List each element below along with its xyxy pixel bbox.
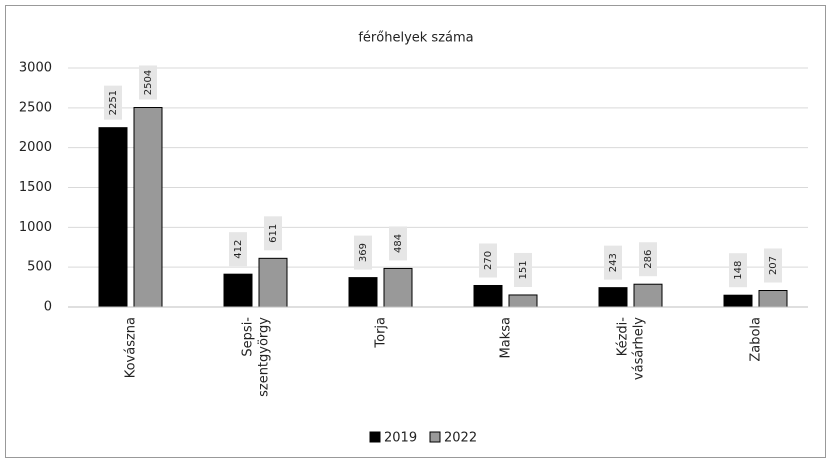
legend-swatch <box>369 431 381 443</box>
value-label: 2504 <box>143 70 154 95</box>
y-tick-label: 0 <box>44 300 52 315</box>
value-label: 369 <box>358 243 369 262</box>
value-label: 412 <box>233 240 244 259</box>
x-tick-label: Sepsi-szentgyörgy <box>240 317 271 397</box>
y-tick-label: 1000 <box>19 220 52 235</box>
legend-label: 2022 <box>444 431 477 446</box>
value-label: 2251 <box>108 90 119 115</box>
value-label-box <box>139 65 157 100</box>
bar <box>223 273 253 308</box>
y-tick-label: 2500 <box>19 100 52 115</box>
value-label-box <box>514 252 532 287</box>
bar <box>723 294 753 308</box>
bar <box>383 267 413 308</box>
value-label-box <box>354 235 372 270</box>
bar <box>758 290 788 308</box>
chart-border <box>5 5 826 458</box>
value-label: 286 <box>643 250 654 269</box>
value-label: 270 <box>483 251 494 270</box>
bar <box>473 284 503 308</box>
value-label: 148 <box>733 261 744 280</box>
value-label: 151 <box>518 260 529 279</box>
legend-swatch <box>429 431 441 443</box>
bar <box>348 277 378 308</box>
value-label-box <box>479 243 497 278</box>
value-label-box <box>229 232 247 267</box>
value-label-box <box>604 245 622 280</box>
x-tick-label: Kézdi-vásárhely <box>615 317 646 380</box>
bar <box>98 127 128 308</box>
bar <box>598 287 628 308</box>
value-label-box <box>764 248 782 283</box>
value-label-box <box>389 226 407 261</box>
value-label: 243 <box>608 253 619 272</box>
y-tick-label: 1500 <box>19 180 52 195</box>
value-label-box <box>639 242 657 277</box>
bar <box>133 107 163 308</box>
y-tick-label: 3000 <box>19 61 52 76</box>
y-tick-label: 500 <box>27 260 52 275</box>
bar <box>258 257 288 308</box>
legend-label: 2019 <box>384 431 417 446</box>
bar <box>508 294 538 308</box>
value-label: 207 <box>768 256 779 275</box>
value-label-box <box>104 85 122 120</box>
value-label: 484 <box>393 234 404 253</box>
x-tick-label: Zabola <box>748 317 763 362</box>
value-label-box <box>264 216 282 251</box>
bar <box>633 283 663 308</box>
chart-title: férőhelyek száma <box>358 31 473 46</box>
y-tick-label: 2000 <box>19 140 52 155</box>
x-tick-label: Torja <box>373 317 388 349</box>
value-label: 611 <box>268 224 279 243</box>
x-tick-label: Kovászna <box>123 317 138 378</box>
value-label-box <box>729 253 747 288</box>
x-tick-label: Maksa <box>498 317 513 358</box>
